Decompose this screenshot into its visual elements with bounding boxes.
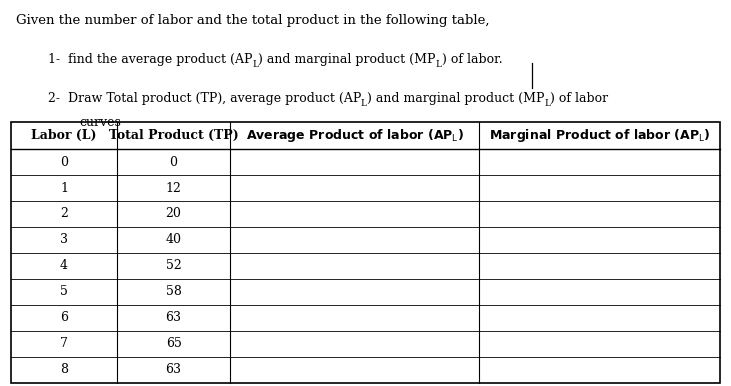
Bar <box>11 122 720 383</box>
Text: 1: 1 <box>60 181 68 195</box>
Text: 6: 6 <box>60 312 68 325</box>
Text: 2: 2 <box>60 208 68 220</box>
Text: ) and marginal product (MP: ) and marginal product (MP <box>367 92 545 105</box>
Text: 52: 52 <box>166 259 181 273</box>
Text: 0: 0 <box>170 156 178 169</box>
Text: ) of labor.: ) of labor. <box>442 53 502 66</box>
Text: Given the number of labor and the total product in the following table,: Given the number of labor and the total … <box>16 14 490 27</box>
Text: 0: 0 <box>60 156 68 169</box>
Text: L: L <box>361 99 367 108</box>
Text: ) of labor: ) of labor <box>550 92 608 105</box>
Text: 63: 63 <box>166 363 181 376</box>
Text: L: L <box>436 60 442 69</box>
Text: 40: 40 <box>166 234 181 247</box>
Text: 4: 4 <box>60 259 68 273</box>
Text: L: L <box>252 60 258 69</box>
Text: Marginal Product of labor (AP$_\mathrm{L}$): Marginal Product of labor (AP$_\mathrm{L… <box>488 127 711 144</box>
Text: 8: 8 <box>60 363 68 376</box>
Text: Average Product of labor (AP$_\mathrm{L}$): Average Product of labor (AP$_\mathrm{L}… <box>246 127 463 144</box>
Text: curves: curves <box>79 116 121 129</box>
Text: 2-  Draw Total product (TP), average product (AP: 2- Draw Total product (TP), average prod… <box>48 92 361 105</box>
Text: 5: 5 <box>60 286 68 298</box>
Text: 7: 7 <box>60 337 68 350</box>
Text: ) and marginal product (MP: ) and marginal product (MP <box>258 53 436 66</box>
Text: 58: 58 <box>166 286 181 298</box>
Text: 20: 20 <box>166 208 181 220</box>
Text: 65: 65 <box>166 337 181 350</box>
Text: 3: 3 <box>60 234 68 247</box>
Text: Total Product (TP): Total Product (TP) <box>109 129 238 142</box>
Text: 1-  find the average product (AP: 1- find the average product (AP <box>48 53 252 66</box>
Text: Labor (L): Labor (L) <box>31 129 96 142</box>
Text: 12: 12 <box>166 181 181 195</box>
Text: L: L <box>545 99 550 108</box>
Text: 63: 63 <box>166 312 181 325</box>
